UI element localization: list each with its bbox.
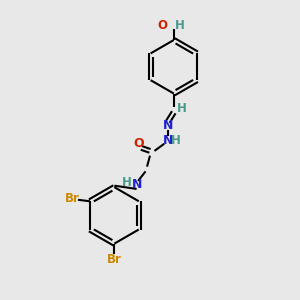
Text: N: N	[131, 178, 142, 191]
Text: Br: Br	[107, 253, 122, 266]
Text: H: H	[171, 134, 181, 147]
Text: N: N	[163, 134, 173, 147]
Text: O: O	[157, 19, 167, 32]
Text: O: O	[134, 137, 144, 150]
Text: Br: Br	[65, 192, 80, 205]
Text: H: H	[122, 176, 132, 189]
Text: N: N	[163, 119, 173, 132]
Text: H: H	[175, 19, 185, 32]
Text: H: H	[177, 102, 187, 115]
